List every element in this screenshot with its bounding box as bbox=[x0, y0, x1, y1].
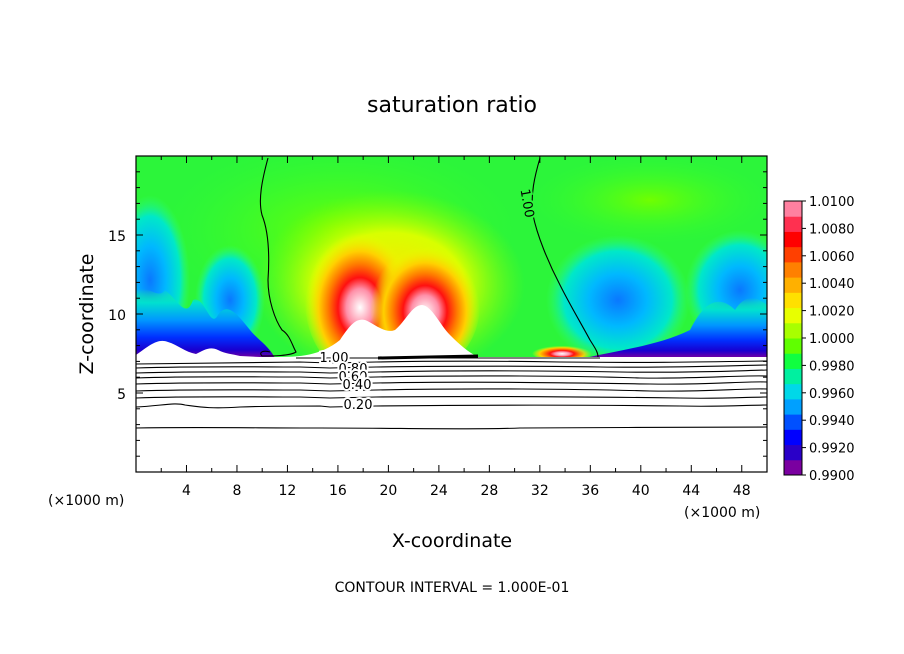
x-tick-label: 28 bbox=[480, 483, 498, 499]
colorbar-swatch bbox=[784, 231, 802, 248]
y-tick-label: 15 bbox=[108, 229, 126, 245]
x-tick-label: 48 bbox=[733, 483, 751, 499]
y-tick-label: 10 bbox=[108, 308, 126, 324]
contour-0-80 bbox=[136, 364, 767, 369]
colorbar-swatch bbox=[784, 429, 802, 446]
colorbar-tick-label: 1.0100 bbox=[809, 195, 855, 210]
colorbar-swatch bbox=[784, 414, 802, 430]
contour-1-00-right bbox=[531, 157, 599, 358]
colorbar-tick-label: 0.9900 bbox=[809, 469, 855, 484]
field-cool-region bbox=[546, 235, 690, 365]
x-tick-label: 36 bbox=[581, 483, 599, 499]
field-light-green bbox=[530, 156, 767, 245]
colorbar-tick-label: 1.0000 bbox=[809, 332, 855, 347]
colorbar-swatch bbox=[784, 307, 802, 324]
contour-label: 0.20 bbox=[344, 398, 373, 413]
colorbar-swatch bbox=[784, 459, 802, 476]
colorbar-swatch bbox=[784, 277, 802, 293]
contour-label: 0.60 bbox=[339, 370, 368, 385]
x-tick-label: 20 bbox=[379, 483, 397, 499]
colorbar-tick-label: 1.0020 bbox=[809, 305, 855, 320]
colorbar-tick-label: 1.0080 bbox=[809, 222, 855, 237]
colorbar-swatch bbox=[784, 261, 802, 278]
contour-1-00-left bbox=[259, 157, 297, 357]
colorbar-swatch bbox=[784, 292, 802, 309]
contour-label: 1.00 bbox=[517, 188, 537, 219]
contour-0-90 bbox=[136, 360, 767, 365]
colorbar-swatch bbox=[784, 201, 802, 217]
colorbar-swatch bbox=[784, 383, 802, 400]
colorbar-swatch bbox=[784, 338, 802, 354]
x-axis-ticks: 4 8 12 16 20 24 28 32 36 40 44 48 bbox=[160, 156, 751, 499]
contour-interval-note: CONTOUR INTERVAL = 1.000E-01 bbox=[335, 580, 570, 596]
contour-0-10 bbox=[136, 426, 767, 430]
x-tick-label: 40 bbox=[632, 483, 650, 499]
x-unit-label-right: (×1000 m) bbox=[684, 505, 760, 521]
x-unit-label-left: (×1000 m) bbox=[48, 493, 124, 509]
contour-0-30 bbox=[136, 396, 767, 399]
colorbar-tick-label: 0.9960 bbox=[809, 387, 855, 402]
x-tick-label: 8 bbox=[232, 483, 241, 499]
field-low-band-left bbox=[136, 288, 275, 358]
contour-0-70 bbox=[136, 369, 767, 374]
contour-label: 1.00 bbox=[320, 351, 349, 366]
colorbar-tick-label: 0.9980 bbox=[809, 359, 855, 374]
x-tick-label: 24 bbox=[430, 483, 448, 499]
contour-0-60 bbox=[136, 375, 767, 379]
x-tick-label: 44 bbox=[682, 483, 700, 499]
y-axis-ticks: 5 10 15 bbox=[108, 171, 767, 457]
y-tick-label: 5 bbox=[117, 387, 126, 403]
colorbar-swatch bbox=[784, 322, 802, 339]
x-tick-label: 16 bbox=[329, 483, 347, 499]
contour-labels: 1.00 1.00 0.80 0.60 0.40 0.20 bbox=[318, 186, 539, 415]
colorbar-swatch bbox=[784, 246, 802, 263]
contour-lines bbox=[136, 157, 767, 430]
colorbar-swatch bbox=[784, 398, 802, 415]
plot-area: 1.00 1.00 0.80 0.60 0.40 0.20 bbox=[136, 156, 767, 472]
field-low-band-right bbox=[585, 298, 767, 358]
contour-label: 0.40 bbox=[343, 378, 372, 393]
colorbar-tick-label: 1.0060 bbox=[809, 250, 855, 265]
colorbar-tick-label: 0.9940 bbox=[809, 414, 855, 429]
x-tick-label: 32 bbox=[531, 483, 549, 499]
colorbar-swatch bbox=[784, 444, 802, 461]
x-tick-label: 12 bbox=[279, 483, 297, 499]
colorbar-swatch bbox=[784, 368, 802, 385]
x-axis-title: X-coordinate bbox=[392, 530, 512, 552]
colorbar-swatch bbox=[784, 216, 802, 232]
contour-label: 0.80 bbox=[339, 362, 368, 377]
contour-0-20 bbox=[136, 403, 767, 409]
chart-title: saturation ratio bbox=[367, 93, 537, 118]
y-axis-title: Z-coordinate bbox=[76, 254, 98, 375]
colorbar: 1.0100 1.0080 1.0060 1.0040 1.0020 1.0000 0.99… bbox=[783, 195, 855, 484]
x-tick-label: 4 bbox=[182, 483, 191, 499]
colorbar-swatch bbox=[784, 353, 802, 369]
contour-dark-segment bbox=[377, 354, 479, 360]
colorbar-tick-label: 0.9920 bbox=[809, 442, 855, 457]
contour-0-40 bbox=[136, 388, 767, 392]
contour-0-50 bbox=[136, 381, 767, 385]
colorbar-tick-label: 1.0040 bbox=[809, 277, 855, 292]
